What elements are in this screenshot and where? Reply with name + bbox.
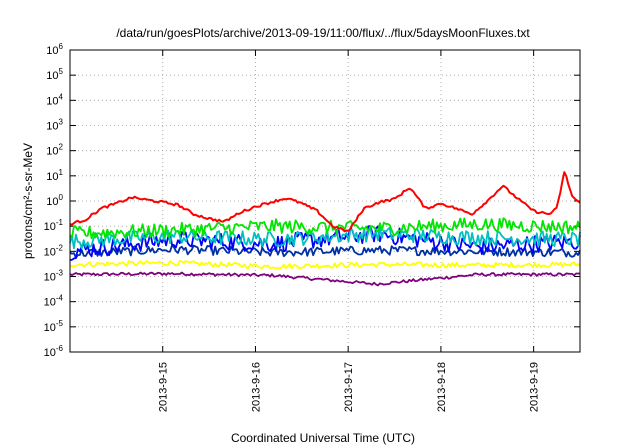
series-line [69, 259, 581, 270]
y-tick-exponent: -1 [56, 218, 64, 227]
y-tick-label: 104 [46, 92, 63, 107]
x-tick-label: 2013-9-15 [158, 362, 170, 412]
y-tick-label: 10-3 [44, 269, 64, 284]
series-line [69, 271, 581, 287]
x-tick-label: 2013-9-17 [343, 362, 355, 412]
y-tick-exponent: 6 [59, 42, 64, 51]
y-axis-label: protons/cm²-s-sr-MeV [21, 143, 35, 259]
gridlines [70, 49, 580, 353]
y-tick-base: 10 [46, 70, 58, 82]
y-tick-base: 10 [44, 297, 56, 309]
series-line [69, 226, 581, 250]
y-tick-exponent: 2 [59, 143, 64, 152]
y-tick-base: 10 [44, 221, 56, 233]
y-tick-base: 10 [46, 171, 58, 183]
x-tick-label: 2013-9-19 [529, 362, 541, 412]
series-line [69, 217, 581, 240]
y-tick-exponent: -3 [56, 269, 64, 278]
y-tick-label: 10-1 [44, 218, 64, 233]
plot-frame [69, 49, 581, 353]
y-tick-exponent: -2 [56, 243, 64, 252]
y-tick-exponent: 5 [59, 67, 64, 76]
y-tick-exponent: 0 [59, 193, 64, 202]
y-tick-label: 100 [46, 193, 63, 208]
y-tick-base: 10 [44, 347, 56, 359]
y-tick-base: 10 [46, 121, 58, 133]
y-tick-label: 10-4 [44, 294, 64, 309]
y-tick-exponent: 1 [59, 168, 64, 177]
y-tick-label: 10-2 [44, 243, 64, 258]
y-tick-label: 106 [46, 42, 63, 57]
x-axis-label: Coordinated Universal Time (UTC) [231, 431, 415, 445]
y-tick-label: 10-5 [44, 319, 64, 334]
y-tick-exponent: -4 [56, 294, 64, 303]
y-tick-base: 10 [46, 146, 58, 158]
series-line [69, 171, 581, 233]
series-line [69, 225, 581, 261]
y-tick-label: 101 [46, 168, 63, 183]
x-tick-labels: 2013-9-15 2013-9-16 2013-9-17 2013-9-18 2013… [158, 362, 541, 412]
x-tick-label: 2013-9-16 [250, 362, 262, 412]
y-tick-exponent: -5 [56, 319, 64, 328]
series-layer [69, 171, 581, 287]
y-tick-exponent: 4 [59, 92, 64, 101]
y-tick-exponent: -6 [56, 344, 64, 353]
y-tick-base: 10 [46, 95, 58, 107]
y-tick-label: 105 [46, 67, 63, 82]
y-tick-exponent: 3 [59, 118, 64, 127]
series-line [69, 244, 581, 259]
chart-title: /data/run/goesPlots/archive/2013-09-19/1… [116, 26, 530, 40]
y-tick-base: 10 [44, 322, 56, 334]
y-tick-labels: 10-610-510-410-310-210-11001011021031041… [44, 42, 64, 359]
y-tick-label: 103 [46, 118, 63, 133]
y-tick-base: 10 [44, 272, 56, 284]
y-tick-label: 102 [46, 143, 63, 158]
y-tick-base: 10 [44, 246, 56, 258]
y-tick-label: 10-6 [44, 344, 64, 359]
y-tick-base: 10 [46, 45, 58, 57]
x-tick-label: 2013-9-18 [436, 362, 448, 412]
y-tick-base: 10 [46, 196, 58, 208]
